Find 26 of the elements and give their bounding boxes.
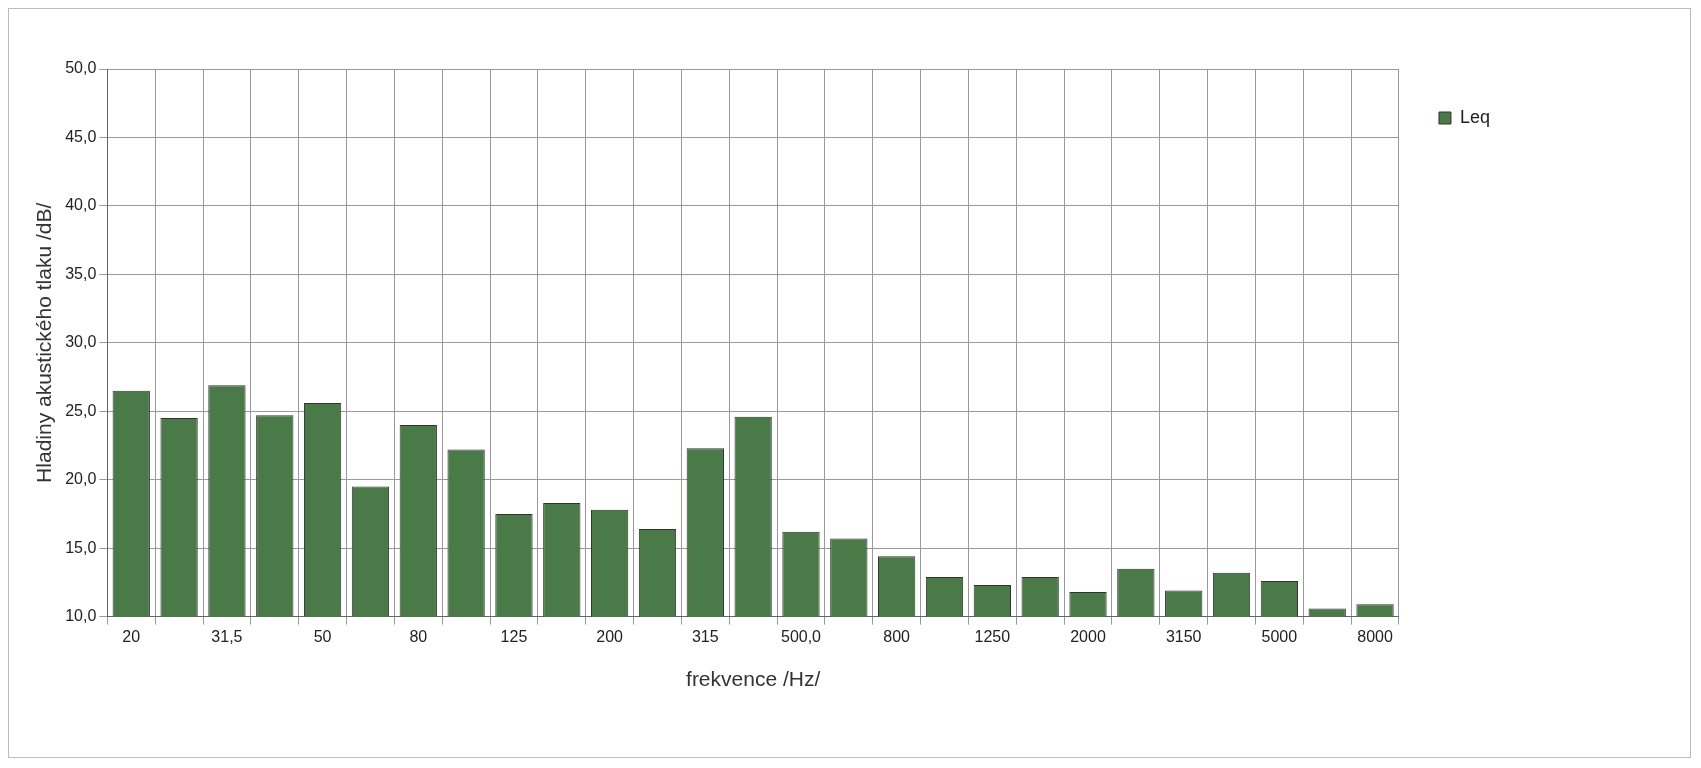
- y-tick-label: 50,0: [65, 59, 97, 77]
- y-tick-label: 25,0: [65, 401, 97, 419]
- legend-label: Leq: [1459, 106, 1491, 127]
- x-tick-label: 315: [691, 627, 719, 645]
- y-tick-label: 15,0: [65, 538, 97, 556]
- x-tick-label: 125: [500, 627, 528, 645]
- x-tick-label: 31,5: [211, 627, 243, 645]
- y-tick-label: 10,0: [65, 607, 97, 625]
- y-tick-label: 45,0: [65, 127, 97, 145]
- x-tick-label: 20: [122, 627, 141, 645]
- y-tick-label: 20,0: [65, 470, 97, 488]
- x-tick-label: 8000: [1357, 627, 1393, 645]
- x-tick-label: 200: [596, 627, 624, 645]
- y-tick-label: 40,0: [65, 196, 97, 214]
- x-tick-label: 2000: [1070, 627, 1106, 645]
- x-tick-label: 1250: [974, 627, 1011, 645]
- x-tick-label: 50: [313, 627, 332, 645]
- x-axis-title: frekvence /Hz/: [686, 667, 821, 691]
- y-tick-label: 35,0: [65, 264, 97, 282]
- y-tick-label: 30,0: [65, 333, 97, 351]
- x-tick-label: 800: [883, 627, 911, 645]
- x-tick-label: 80: [409, 627, 428, 645]
- x-tick-label: 5000: [1261, 627, 1298, 645]
- x-tick-label: 500,0: [780, 627, 822, 645]
- y-axis-title: Hladiny akustického tlaku /dB/: [32, 202, 56, 483]
- x-tick-label: 3150: [1165, 627, 1202, 645]
